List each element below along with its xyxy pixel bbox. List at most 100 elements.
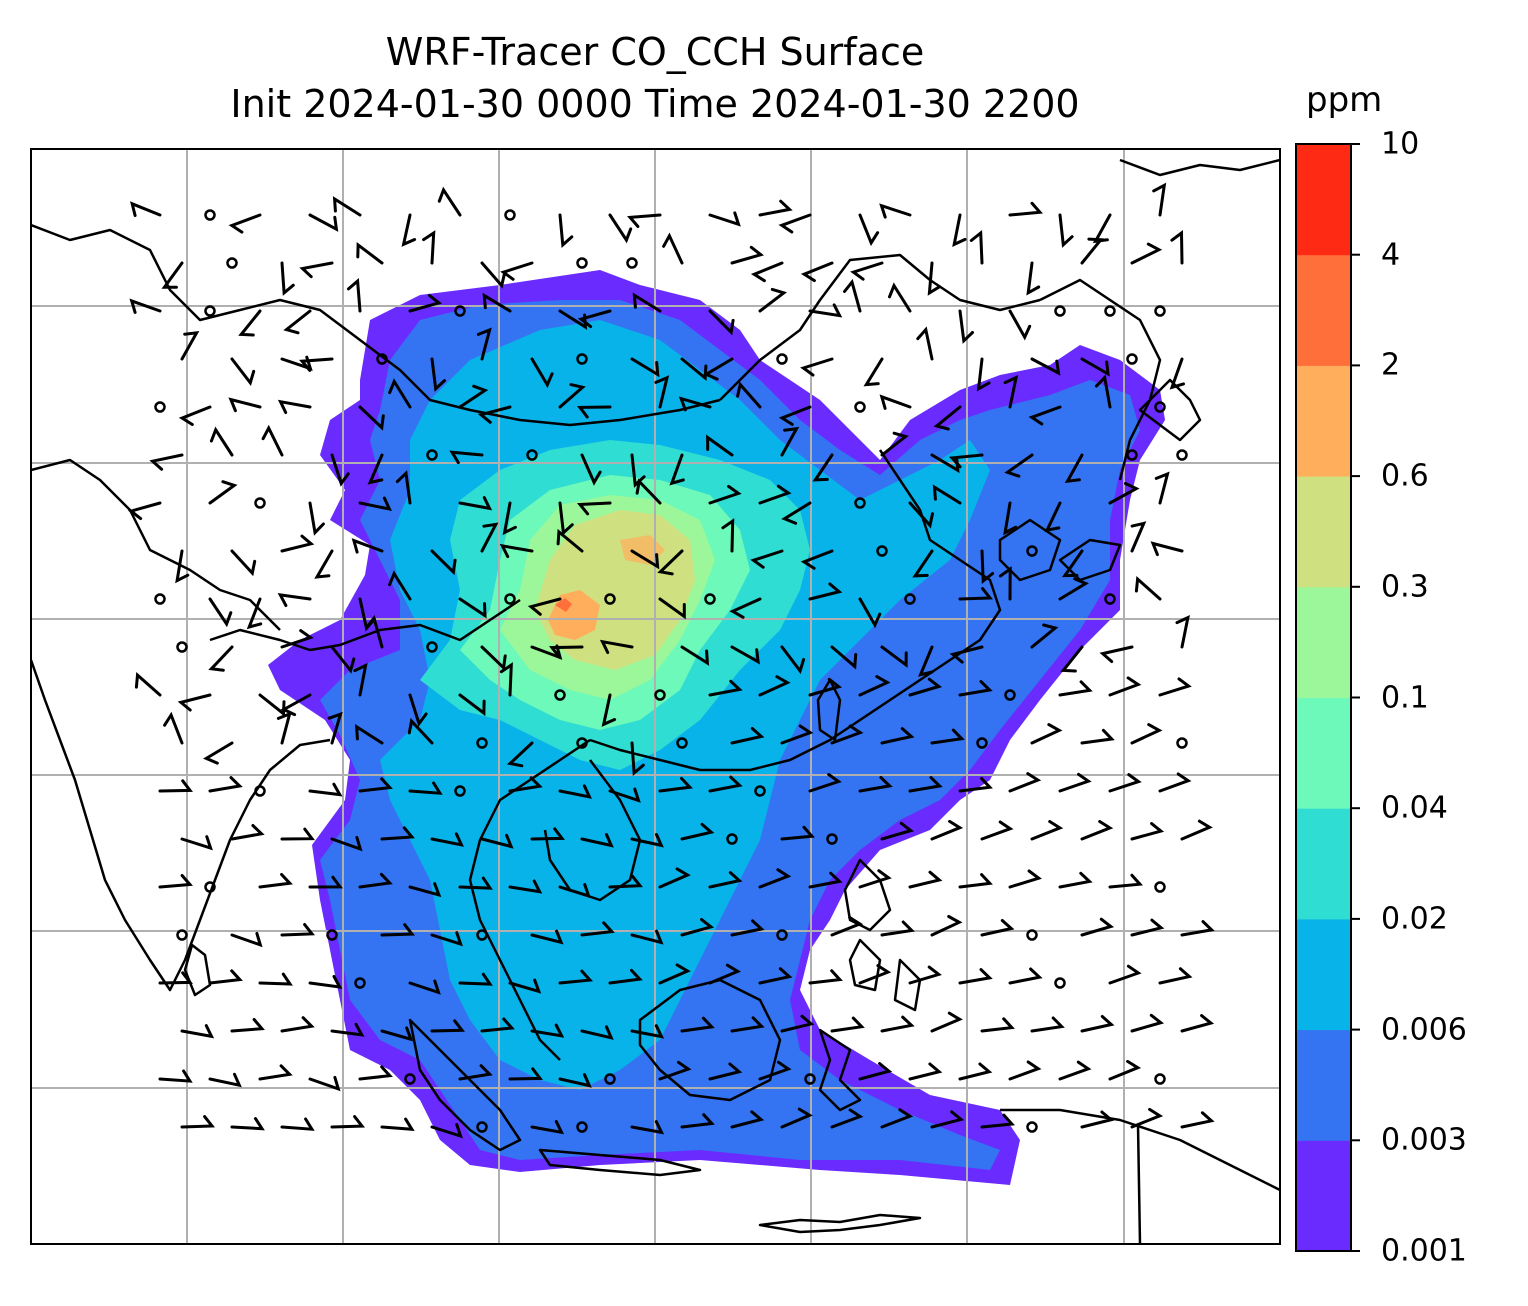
wind-barb <box>1061 549 1084 578</box>
wind-barb <box>327 711 343 745</box>
wind-barb <box>558 501 574 536</box>
wind-barb <box>558 213 574 248</box>
wind-barb <box>736 381 762 409</box>
wind-barb <box>879 203 912 219</box>
wind-barb <box>258 693 286 717</box>
wind-barb <box>1044 501 1062 533</box>
wind-barb <box>1158 967 1193 985</box>
wind-barb <box>430 931 463 947</box>
wind-barb <box>1130 822 1165 841</box>
wind-barb <box>730 645 760 665</box>
wind-barb <box>380 1117 415 1132</box>
wind-barb <box>480 522 499 553</box>
wind-barb <box>407 717 434 745</box>
wind-barb <box>1158 677 1192 697</box>
calm-wind-marker <box>1026 545 1038 557</box>
colorbar-units-label: ppm <box>1306 80 1383 120</box>
wind-barb <box>808 303 843 318</box>
wind-barb <box>558 1073 592 1088</box>
wind-barb <box>780 1014 815 1033</box>
wind-barb <box>830 724 864 745</box>
calm-wind-marker <box>1104 593 1116 605</box>
calm-wind-marker <box>404 1073 416 1085</box>
wind-barb <box>888 282 912 313</box>
wind-barb <box>1004 453 1034 478</box>
calm-wind-marker <box>476 737 488 749</box>
wind-barb <box>577 405 612 419</box>
wind-barb <box>662 232 684 265</box>
wind-barb <box>808 677 843 697</box>
wind-barb <box>750 261 784 283</box>
wind-barb <box>758 967 793 985</box>
wind-barb <box>758 1060 792 1081</box>
wind-barb <box>1080 728 1115 745</box>
wind-barb <box>908 1062 943 1081</box>
wind-barb <box>314 549 334 579</box>
wind-barb <box>706 434 734 457</box>
wind-barb <box>850 261 884 281</box>
wind-barb <box>1180 819 1213 841</box>
wind-barb <box>230 357 256 387</box>
wind-barb <box>358 496 392 512</box>
colorbar-tick-label: 4 <box>1381 237 1401 273</box>
wind-barb <box>658 776 693 793</box>
calm-wind-marker <box>904 593 916 605</box>
calm-wind-marker <box>1154 1073 1166 1085</box>
wind-barb <box>729 597 762 619</box>
wind-barb <box>958 309 974 344</box>
wind-barb <box>1080 1015 1115 1033</box>
wind-barb <box>458 972 493 986</box>
colorbar-segment <box>1296 586 1351 698</box>
wind-barb <box>180 835 213 851</box>
wind-barb <box>1092 213 1112 244</box>
calm-wind-marker <box>454 785 466 797</box>
wind-barb <box>480 645 507 671</box>
wind-barb <box>527 597 562 616</box>
wind-barb <box>1064 453 1084 484</box>
wind-barb <box>800 549 834 570</box>
wind-barb <box>908 677 943 697</box>
wind-barb <box>208 480 238 505</box>
calm-wind-marker <box>854 401 866 413</box>
wind-barb <box>158 971 193 985</box>
colorbar-tick-label: 0.04 <box>1381 790 1448 826</box>
calm-wind-marker <box>204 305 216 317</box>
wind-barb <box>1080 1110 1115 1129</box>
wind-barb <box>608 968 643 985</box>
wind-barb <box>280 827 315 841</box>
wind-barb <box>980 820 1014 841</box>
wind-barb <box>1180 920 1215 937</box>
calm-wind-marker <box>576 257 588 269</box>
calm-wind-marker <box>826 833 838 845</box>
wind-barb <box>480 1017 515 1033</box>
calm-wind-marker <box>1054 977 1066 989</box>
wind-barb <box>308 875 343 889</box>
wind-barb <box>708 775 743 793</box>
wind-barb <box>482 292 512 313</box>
calm-wind-marker <box>1004 689 1016 701</box>
colorbar-segment <box>1296 918 1351 1031</box>
wind-barb <box>730 245 765 265</box>
wind-barb <box>280 261 295 296</box>
calm-wind-marker <box>654 689 666 701</box>
calm-wind-marker <box>1154 881 1166 893</box>
wind-barb <box>858 675 891 697</box>
wind-barb <box>1175 615 1190 649</box>
wind-barb <box>948 453 984 469</box>
wind-barb <box>480 833 514 849</box>
calm-wind-marker <box>476 929 488 941</box>
wind-barb <box>175 549 190 584</box>
wind-barb <box>908 501 934 529</box>
calm-wind-marker <box>1176 449 1188 461</box>
wind-barb <box>500 261 534 281</box>
wind-barb <box>669 453 685 486</box>
wind-barb <box>280 534 315 553</box>
calm-wind-marker <box>976 737 988 749</box>
calm-wind-marker <box>254 785 266 797</box>
wind-barb <box>422 230 436 265</box>
calm-wind-marker <box>554 689 566 701</box>
wind-barb <box>880 431 909 457</box>
calm-wind-marker <box>176 929 188 941</box>
wind-barb <box>858 869 892 889</box>
colorbar-segment <box>1296 144 1351 256</box>
